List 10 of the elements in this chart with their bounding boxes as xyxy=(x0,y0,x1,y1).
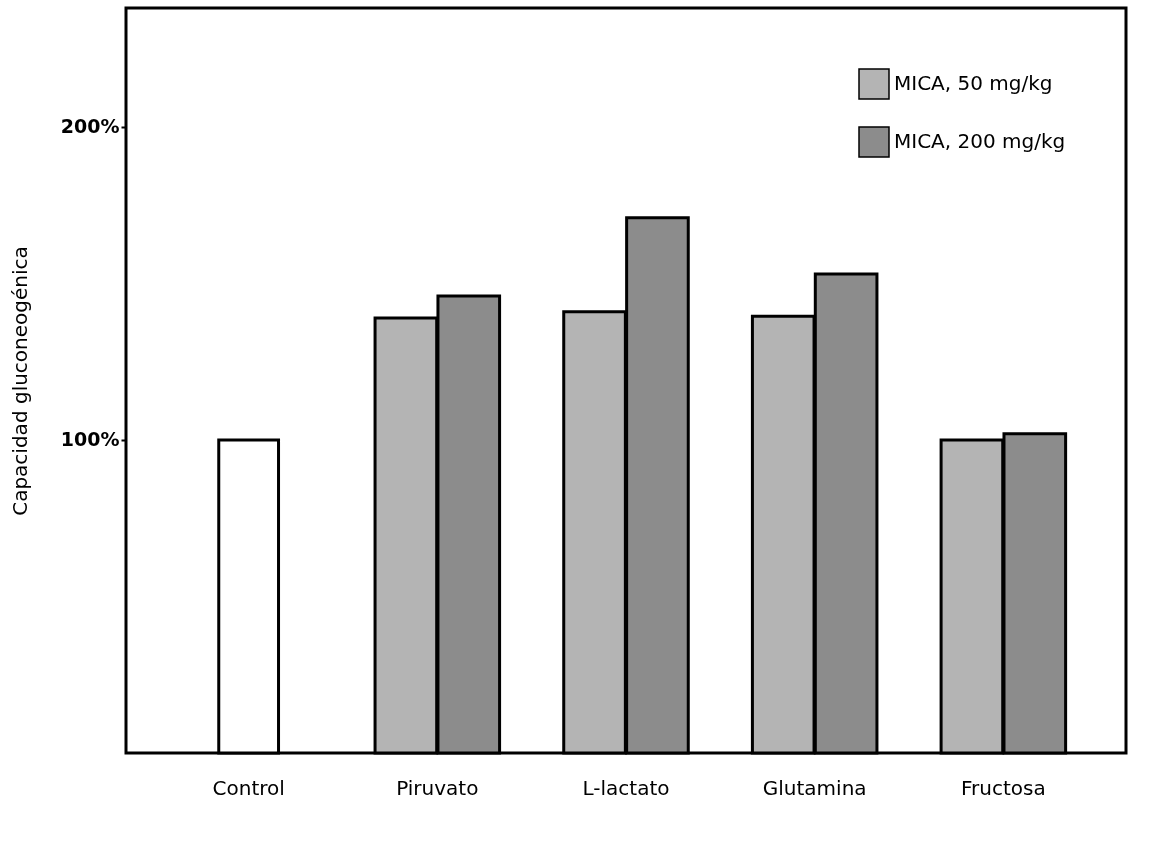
x-tick-label: Glutamina xyxy=(762,775,867,800)
y-tick-label: 100% xyxy=(60,428,120,451)
x-tick-label: Fructosa xyxy=(961,775,1046,800)
x-tick-label: Piruvato xyxy=(396,775,479,800)
y-tick-label: 200% xyxy=(60,115,120,138)
x-tick-label: Control xyxy=(212,775,285,800)
x-tick-label: L-lactato xyxy=(582,775,670,800)
y-axis-title: Capacidad gluconeogénica xyxy=(7,246,32,516)
legend-label: MICA, 200 mg/kg xyxy=(894,129,1066,153)
legend-label: MICA, 50 mg/kg xyxy=(894,71,1053,95)
